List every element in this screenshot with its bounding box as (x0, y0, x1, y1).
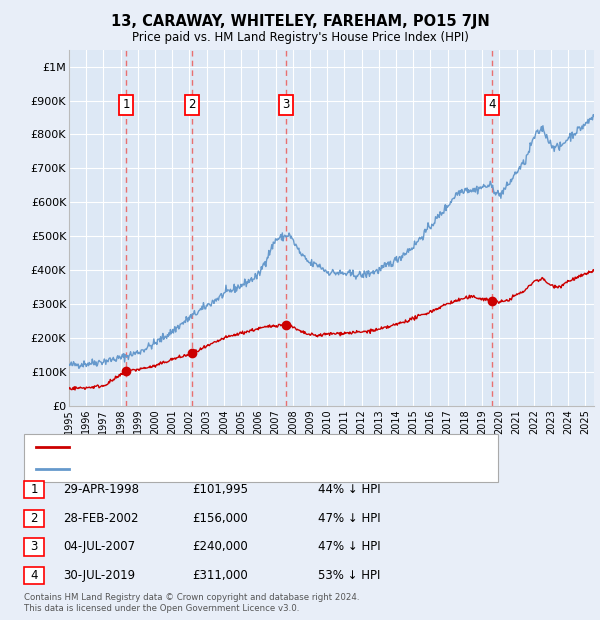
Text: £101,995: £101,995 (192, 484, 248, 496)
Text: 4: 4 (31, 569, 38, 582)
Text: 30-JUL-2019: 30-JUL-2019 (63, 569, 135, 582)
Text: HPI: Average price, detached house, Winchester: HPI: Average price, detached house, Winc… (72, 464, 323, 474)
Text: 4: 4 (488, 99, 496, 112)
Text: 47% ↓ HPI: 47% ↓ HPI (318, 541, 380, 553)
Text: 47% ↓ HPI: 47% ↓ HPI (318, 512, 380, 525)
Text: 2: 2 (31, 512, 38, 525)
Text: 29-APR-1998: 29-APR-1998 (63, 484, 139, 496)
Text: 1: 1 (122, 99, 130, 112)
Text: 28-FEB-2002: 28-FEB-2002 (63, 512, 139, 525)
Text: 44% ↓ HPI: 44% ↓ HPI (318, 484, 380, 496)
Text: £240,000: £240,000 (192, 541, 248, 553)
Text: £156,000: £156,000 (192, 512, 248, 525)
Text: 2: 2 (188, 99, 196, 112)
Text: 3: 3 (282, 99, 289, 112)
Text: 1: 1 (31, 484, 38, 496)
Text: 53% ↓ HPI: 53% ↓ HPI (318, 569, 380, 582)
Text: 13, CARAWAY, WHITELEY, FAREHAM, PO15 7JN (detached house): 13, CARAWAY, WHITELEY, FAREHAM, PO15 7JN… (72, 442, 407, 452)
Text: Price paid vs. HM Land Registry's House Price Index (HPI): Price paid vs. HM Land Registry's House … (131, 31, 469, 44)
Text: 3: 3 (31, 541, 38, 553)
Text: Contains HM Land Registry data © Crown copyright and database right 2024.
This d: Contains HM Land Registry data © Crown c… (24, 593, 359, 613)
Text: £311,000: £311,000 (192, 569, 248, 582)
Text: 04-JUL-2007: 04-JUL-2007 (63, 541, 135, 553)
Text: 13, CARAWAY, WHITELEY, FAREHAM, PO15 7JN: 13, CARAWAY, WHITELEY, FAREHAM, PO15 7JN (110, 14, 490, 29)
